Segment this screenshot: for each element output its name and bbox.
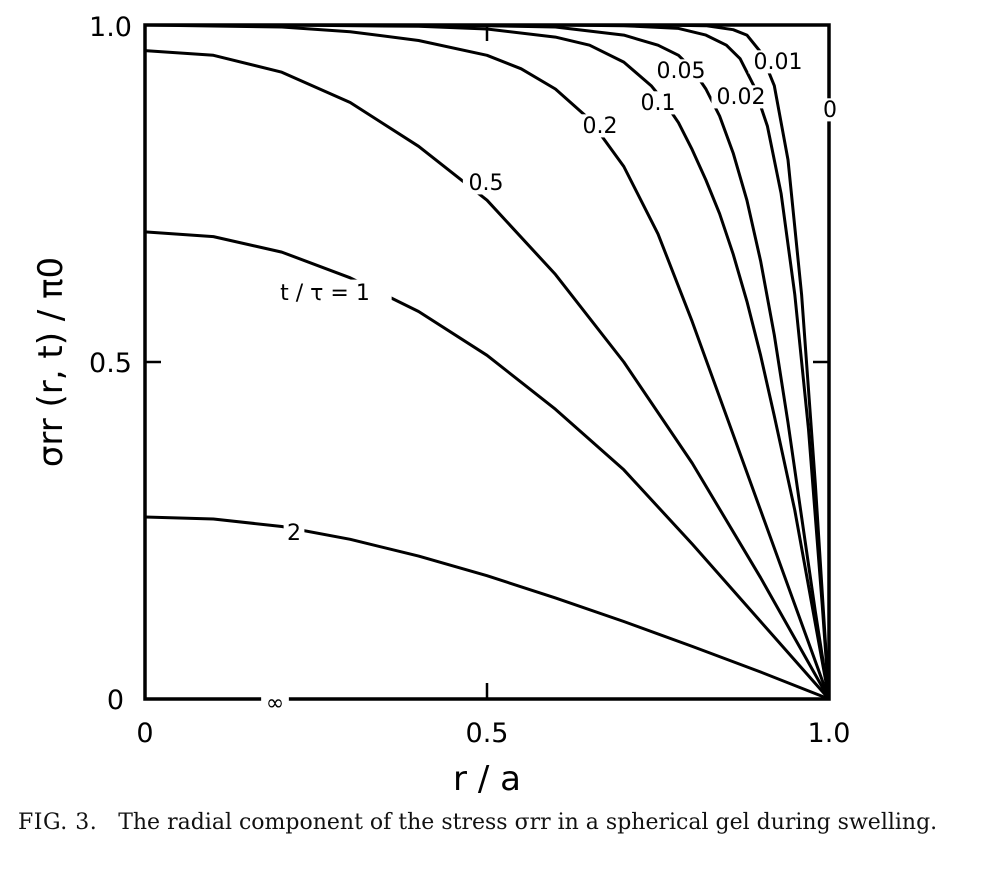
y-tick-label-0: 0 bbox=[107, 685, 124, 716]
curve-labels: 0 0.01 0.02 0.05 0.1 0.2 0.5 t / τ = 1 2 ∞ bbox=[258, 50, 841, 717]
curve-label-0: 0 bbox=[823, 98, 837, 123]
caption-label: FIG. 3. bbox=[18, 810, 98, 835]
curve-5 bbox=[144, 23, 831, 700]
x-tick-label-1.0: 1.0 bbox=[808, 718, 851, 749]
curve-label-bg-2 bbox=[711, 85, 771, 109]
curve-1 bbox=[145, 23, 831, 700]
curve-0 bbox=[145, 23, 831, 699]
curve-label-4: 0.1 bbox=[641, 91, 676, 116]
curve-label-8: 2 bbox=[287, 521, 301, 546]
curves bbox=[144, 23, 831, 701]
curve-label-3: 0.05 bbox=[657, 59, 706, 84]
figure-caption: FIG. 3. The radial component of the stre… bbox=[18, 805, 968, 841]
curve-7 bbox=[144, 230, 831, 700]
plot-frame bbox=[143, 23, 831, 701]
stress-chart: 00.010.020.050.10.20.5t / τ = 12∞ 0 0.5 … bbox=[31, 12, 851, 799]
y-tick-label-1.0: 1.0 bbox=[89, 12, 132, 43]
curve-label-1: 0.01 bbox=[754, 50, 803, 75]
x-tick-label-0: 0 bbox=[136, 718, 153, 749]
curve-label-bg-4 bbox=[634, 91, 682, 115]
curve-label-bg-5 bbox=[576, 114, 624, 138]
curve-label-6: 0.5 bbox=[469, 171, 504, 196]
y-axis-title: σrr (r, t) / π0 bbox=[31, 257, 71, 467]
curve-3 bbox=[145, 23, 831, 700]
curve-label-bg-3 bbox=[651, 59, 711, 83]
curve-label-9: ∞ bbox=[266, 691, 284, 716]
curve-4 bbox=[145, 23, 831, 700]
curve-label-5: 0.2 bbox=[583, 114, 618, 139]
curve-label-bg-8 bbox=[283, 521, 305, 545]
curve-label-bg-0 bbox=[819, 98, 841, 122]
curve-label-bg-7 bbox=[258, 279, 392, 305]
curve-label-7: t / τ = 1 bbox=[280, 281, 370, 306]
curve-label-2: 0.02 bbox=[717, 85, 766, 110]
x-axis-title: r / a bbox=[453, 759, 521, 799]
curve-6 bbox=[144, 49, 831, 700]
curve-label-bg-9 bbox=[261, 681, 289, 717]
x-tick-label-0.5: 0.5 bbox=[466, 718, 509, 749]
axis-ticks bbox=[145, 25, 829, 699]
curve-2 bbox=[145, 23, 831, 700]
curve-label-bg-1 bbox=[748, 50, 808, 74]
y-tick-label-0.5: 0.5 bbox=[89, 348, 132, 379]
curve-label-bg-6 bbox=[462, 171, 510, 195]
caption-text: The radial component of the stress σrr i… bbox=[118, 810, 938, 835]
curve-8 bbox=[144, 515, 830, 701]
